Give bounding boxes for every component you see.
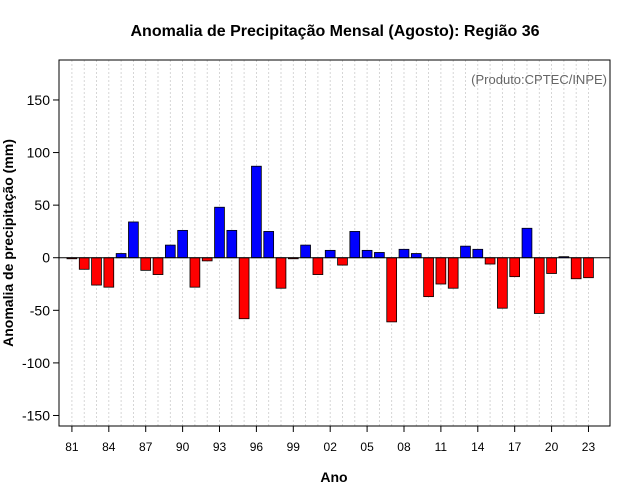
y-tick-label: -50 <box>30 302 50 318</box>
credit-label: (Produto:CPTEC/INPE) <box>471 72 607 87</box>
bar-2009 <box>410 253 422 259</box>
x-tick-label: 96 <box>250 440 264 454</box>
y-axis-label: Anomalia de precipitação (mm) <box>0 139 16 347</box>
y-tick-label: 150 <box>27 92 51 108</box>
bar-2005 <box>361 249 373 259</box>
bar-2010 <box>423 257 434 298</box>
x-tick-label: 99 <box>287 440 301 454</box>
x-axis-label: Ano <box>320 469 347 485</box>
bar-2002 <box>324 249 336 259</box>
bar-2019 <box>533 257 545 314</box>
plot-frame <box>58 59 611 427</box>
bar-1995 <box>238 257 250 320</box>
bar-1991 <box>189 257 201 288</box>
x-tick-label: 08 <box>397 440 411 454</box>
bar-2004 <box>349 231 361 259</box>
x-tick-label: 93 <box>213 440 227 454</box>
bar-2003 <box>337 257 348 266</box>
bar-1990 <box>177 229 188 259</box>
x-tick-label: 14 <box>471 440 485 454</box>
x-tick-label: 87 <box>139 440 153 454</box>
x-tick-label: 90 <box>176 440 190 454</box>
x-tick-label: 11 <box>435 440 448 454</box>
y-tick-label: 0 <box>42 250 50 266</box>
bar-2008 <box>398 248 410 259</box>
grid-lines <box>71 60 589 426</box>
chart-title: Anomalia de Precipitação Mensal (Agosto)… <box>131 23 540 40</box>
bar-2001 <box>312 257 324 275</box>
bar-1986 <box>128 221 139 259</box>
bar-2012 <box>447 257 459 289</box>
bar-2006 <box>374 252 385 259</box>
bar-1998 <box>275 257 287 289</box>
x-axis-ticks: 81 84 87 90 93 96 99 02 05 08 11 14 17 20 23 <box>65 426 595 454</box>
bar-1982 <box>78 257 90 270</box>
bar-2023 <box>583 257 594 279</box>
bar-1989 <box>164 244 176 259</box>
x-tick-label: 05 <box>360 440 374 454</box>
bar-1988 <box>152 257 164 275</box>
x-tick-label: 17 <box>508 440 522 454</box>
y-tick-label: -150 <box>22 407 50 423</box>
bar-2011 <box>435 257 447 285</box>
bar-2022 <box>570 257 582 280</box>
x-tick-label: 84 <box>102 440 116 454</box>
bar-2020 <box>546 257 557 274</box>
bar-1983 <box>91 257 102 286</box>
bar-1996 <box>251 165 262 259</box>
bar-1985 <box>115 253 127 259</box>
x-tick-label: 81 <box>65 440 79 454</box>
bar-1997 <box>263 231 275 259</box>
y-tick-label: 50 <box>34 197 50 213</box>
y-axis-ticks: -150 -100 -50 0 50 100 150 <box>22 92 59 423</box>
bar-1993 <box>214 206 225 259</box>
bar-2007 <box>386 257 398 323</box>
bar-2014 <box>472 248 484 259</box>
bar-2000 <box>300 244 311 259</box>
bar-2016 <box>497 257 508 309</box>
bar-1984 <box>103 257 115 288</box>
bar-2015 <box>484 257 496 265</box>
x-tick-label: 23 <box>582 440 596 454</box>
x-tick-label: 20 <box>545 440 559 454</box>
x-tick-label: 02 <box>324 440 338 454</box>
bar-2017 <box>509 257 521 278</box>
bar-1987 <box>140 257 152 271</box>
bar-2018 <box>521 227 533 259</box>
y-tick-label: 100 <box>27 145 51 161</box>
bar-1994 <box>226 229 238 259</box>
bar-2013 <box>460 245 471 259</box>
y-tick-label: -100 <box>22 355 50 371</box>
